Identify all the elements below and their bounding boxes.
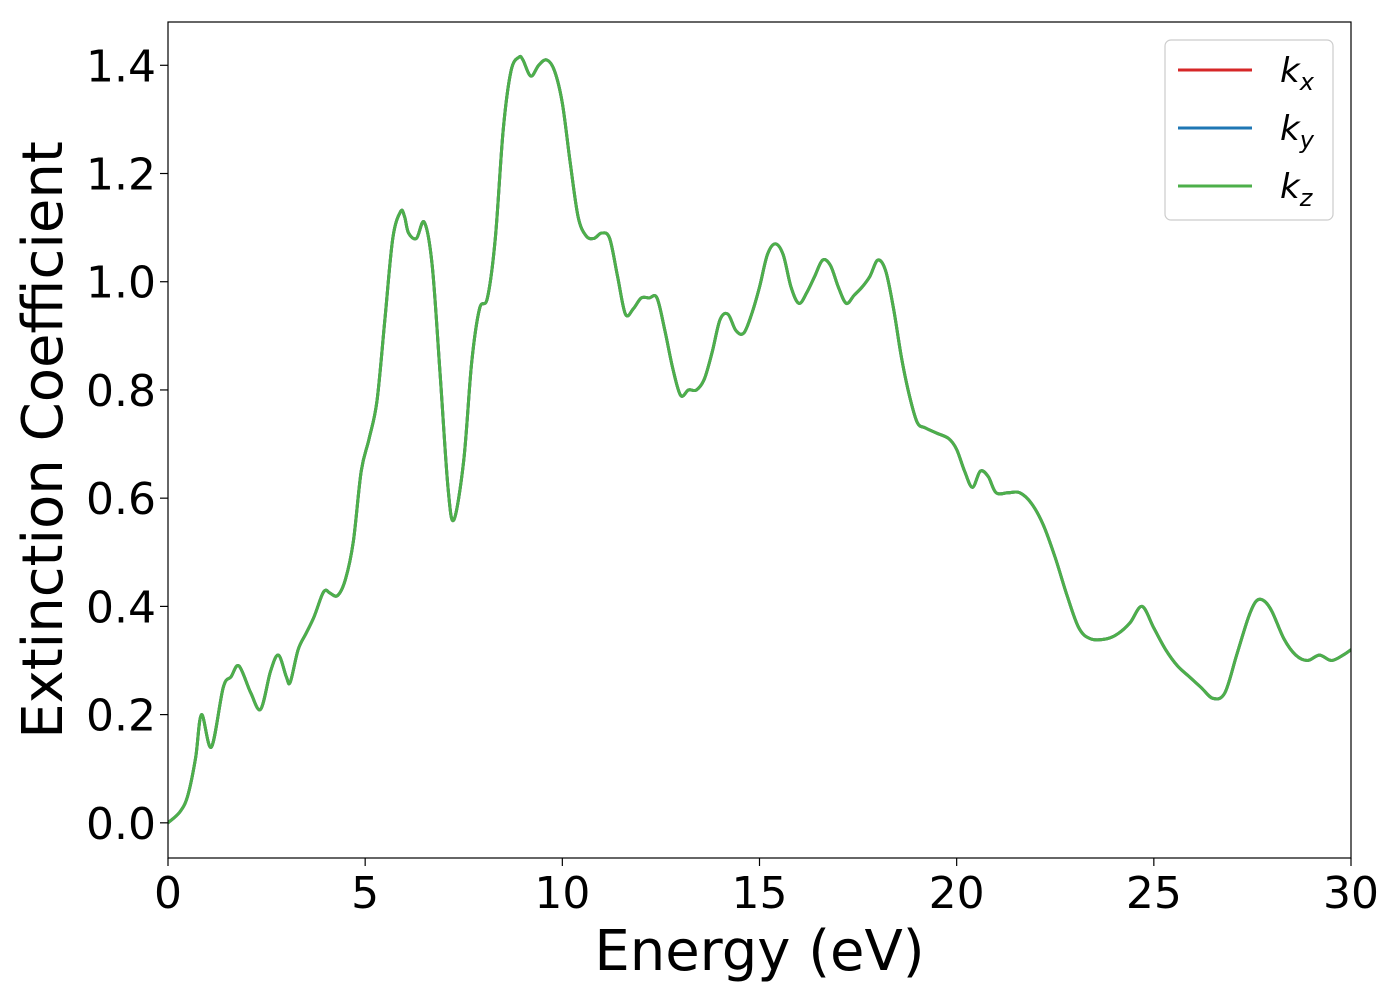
x-axis-title: Energy (eV) bbox=[594, 919, 924, 984]
y-tick-label: 0.2 bbox=[86, 691, 156, 742]
x-tick-label: 0 bbox=[154, 868, 182, 919]
x-tick-label: 25 bbox=[1126, 868, 1182, 919]
series-layer bbox=[168, 54, 1351, 825]
plot-area bbox=[167, 21, 1352, 859]
y-tick-label: 0.8 bbox=[86, 366, 156, 417]
x-tick-label: 10 bbox=[534, 868, 590, 919]
x-tick-label: 20 bbox=[929, 868, 985, 919]
y-tick-label: 0.6 bbox=[86, 474, 156, 525]
y-axis-title: Extinction Coefficient bbox=[11, 141, 76, 739]
y-tick-label: 1.4 bbox=[86, 41, 156, 92]
y-tick-label: 0.0 bbox=[86, 799, 156, 850]
y-tick-label: 1.0 bbox=[86, 258, 156, 309]
y-axis-ticks: 0.0 0.2 0.4 0.6 0.8 1.0 1.2 1.4 bbox=[86, 41, 168, 850]
x-axis-ticks: 0 5 10 15 20 25 30 bbox=[154, 858, 1379, 919]
y-tick-label: 1.2 bbox=[86, 150, 156, 201]
y-tick-label: 0.4 bbox=[86, 582, 156, 633]
x-tick-label: 15 bbox=[732, 868, 788, 919]
legend-box bbox=[1164, 39, 1334, 221]
x-tick-label: 5 bbox=[351, 868, 379, 919]
x-tick-label: 30 bbox=[1323, 868, 1379, 919]
series-line-kz bbox=[168, 54, 1351, 825]
